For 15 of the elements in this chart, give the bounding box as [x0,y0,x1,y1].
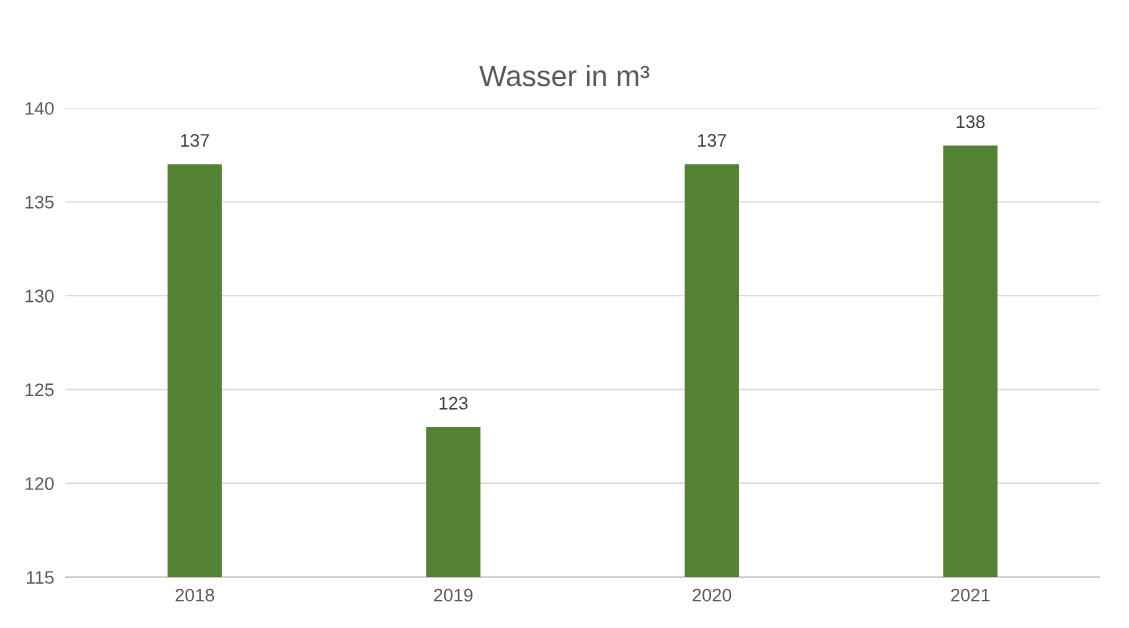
y-tick-label: 125 [25,383,54,397]
x-tick-label: 2018 [175,588,215,602]
x-tick-label: 2021 [951,588,990,602]
data-label: 123 [439,396,468,410]
y-tick-label: 140 [25,101,54,115]
y-tick-label: 130 [25,289,54,303]
x-tick-label: 2019 [434,588,473,602]
data-label: 138 [956,115,985,129]
y-tick-label: 135 [25,195,54,209]
data-label: 137 [181,134,209,147]
chart-title: Wasser in m³ [479,64,650,87]
x-tick-label: 2020 [692,588,732,602]
y-tick-label: 120 [25,477,54,491]
data-label: 137 [698,134,726,147]
y-tick-label: 115 [26,571,54,584]
